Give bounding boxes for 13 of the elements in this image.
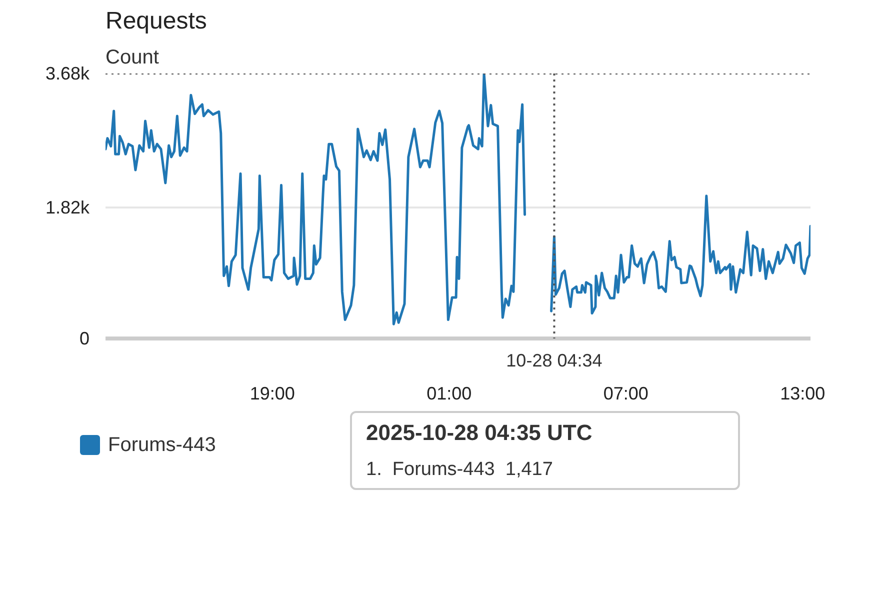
x-tick-label: 13:00 [780, 384, 826, 404]
y-tick-label: 0 [79, 328, 90, 348]
text: 1. Forums-443 1,417 [366, 458, 554, 482]
legend-label: Forums-443 [107, 433, 217, 458]
x-tick-label: 07:00 [603, 384, 648, 404]
text: 2025-10-28 04:35 UTC [366, 419, 594, 447]
y-tick-label: 1.82k [45, 197, 90, 218]
y-axis-title: Count [106, 46, 160, 68]
x-tick-label: 19:00 [250, 384, 295, 404]
ref-line-label: 3.68k [45, 64, 90, 84]
chart-title: Requests [106, 8, 207, 34]
ref-line-label: 10-28 04:34 [506, 350, 602, 370]
x-tick-label: 01:00 [426, 384, 472, 404]
